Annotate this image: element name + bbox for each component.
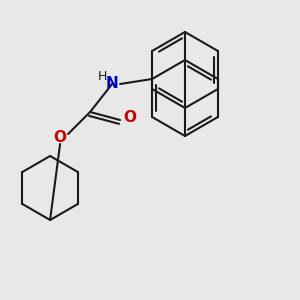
Text: O: O (54, 130, 67, 146)
Text: H: H (98, 70, 107, 83)
Text: N: N (106, 76, 118, 92)
Text: O: O (124, 110, 136, 125)
